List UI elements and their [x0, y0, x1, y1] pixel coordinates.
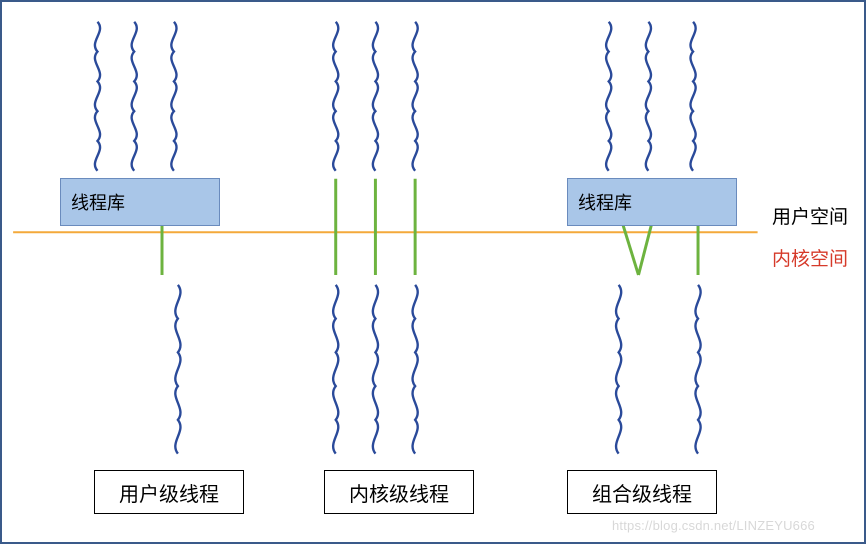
model-label-text: 组合级线程	[592, 478, 692, 507]
thread-library-label: 线程库	[578, 189, 632, 215]
diagram-svg	[2, 2, 864, 542]
model-label-text: 用户级线程	[119, 478, 219, 507]
kernel-space-label: 内核空间	[772, 244, 848, 271]
model-label-text: 内核级线程	[349, 478, 449, 507]
model-label-box: 组合级线程	[567, 470, 717, 514]
diagram-canvas: 线程库用户级线程 内核级线程 线程库组合级线程 用户空间内核空间 https://blo…	[0, 0, 866, 544]
thread-library-box: 线程库	[60, 178, 220, 226]
model-label-box: 内核级线程	[324, 470, 474, 514]
watermark-text: https://blog.csdn.net/LINZEYU666	[612, 518, 815, 533]
thread-library-label: 线程库	[71, 189, 125, 215]
model-label-box: 用户级线程	[94, 470, 244, 514]
thread-library-box: 线程库	[567, 178, 737, 226]
user-space-label: 用户空间	[772, 202, 848, 229]
